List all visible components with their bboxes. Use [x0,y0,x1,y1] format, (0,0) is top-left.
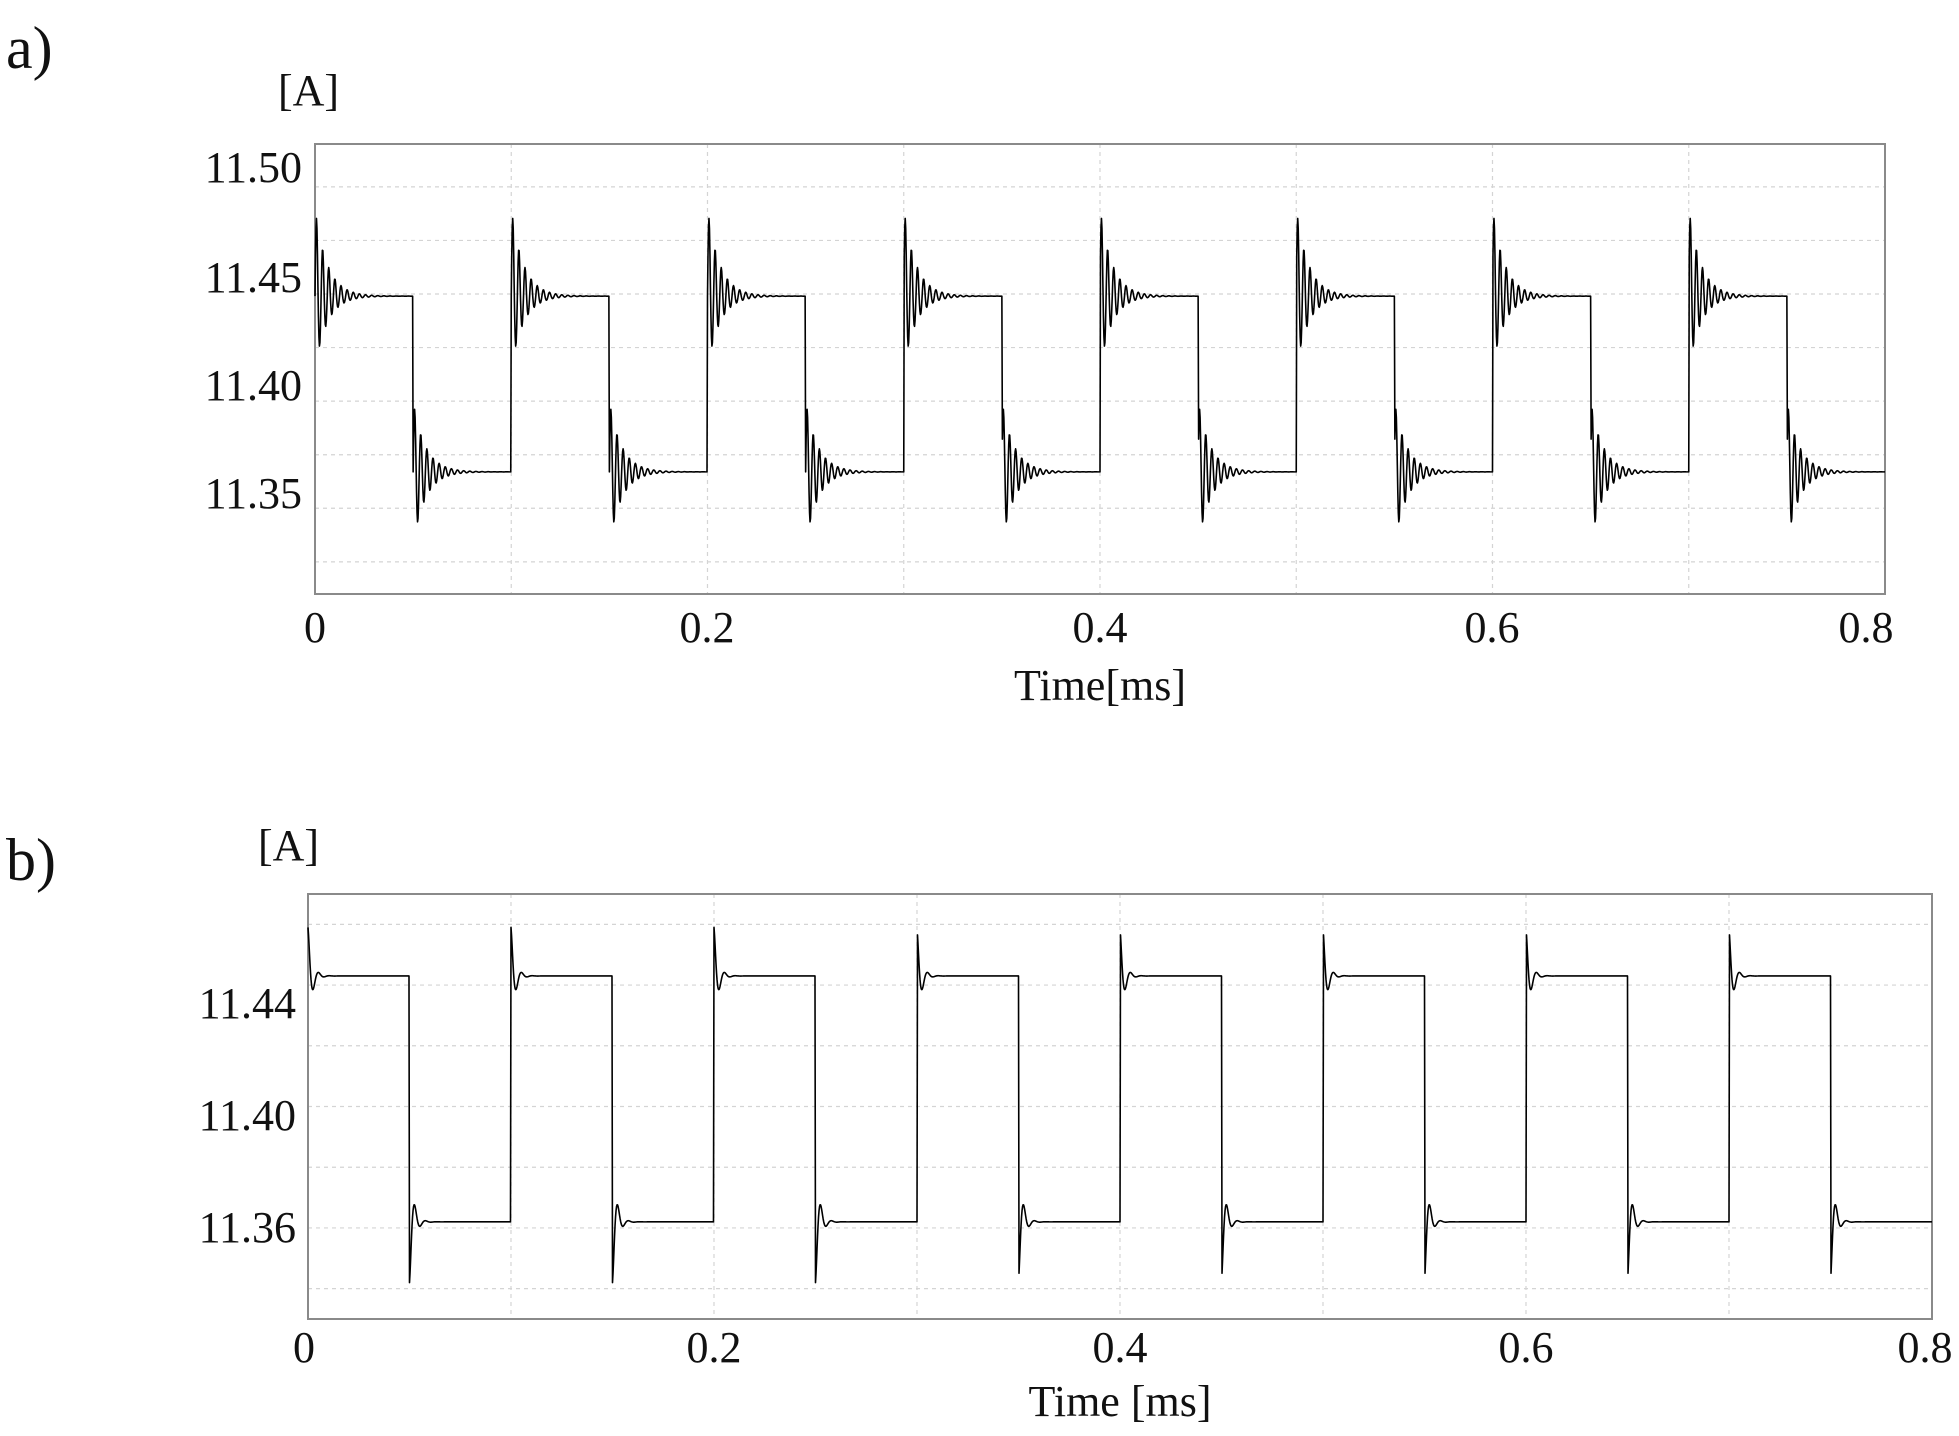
panel-a-xtick-label: 0.8 [1839,603,1894,652]
panel-b-label: b) [6,827,56,893]
panel-a-ytick-label: 11.40 [205,361,302,410]
panel-b-trace [307,926,1933,1284]
panel-b-ytick-label: 11.40 [199,1091,296,1140]
panel-b-xtick-label: 0 [293,1323,315,1372]
panel-a-x-axis-title: Time[ms] [1014,661,1186,710]
panel-a-current-series-line [314,217,1886,523]
panel-a: a) [A] 11.50 11.45 11.40 11.35 0 0.2 0.4… [6,15,1894,710]
panel-a-trace [314,217,1886,523]
panel-b: b) [A] 11.44 11.40 11.36 0 0.2 0.4 0.6 0… [6,821,1953,1426]
panel-a-xtick-label: 0.6 [1465,603,1520,652]
panel-b-unit-label: [A] [258,821,319,870]
panel-b-ytick-label: 11.36 [199,1203,296,1252]
panel-a-xtick-label: 0.2 [680,603,735,652]
panel-a-xtick-label: 0 [304,603,326,652]
panel-a-plot-frame [314,143,1886,595]
panel-b-xtick-label: 0.6 [1499,1323,1554,1372]
panel-b-xtick-label: 0.8 [1898,1323,1953,1372]
panel-b-ytick-label: 11.44 [199,979,296,1028]
panel-a-xtick-label: 0.4 [1073,603,1128,652]
panel-b-xtick-label: 0.4 [1093,1323,1148,1372]
panel-a-ytick-label: 11.35 [205,469,302,518]
panel-a-unit-label: [A] [278,66,339,115]
panel-b-xtick-label: 0.2 [687,1323,742,1372]
panel-a-ytick-label: 11.45 [205,253,302,302]
panel-a-label: a) [6,15,53,81]
panel-b-x-axis-title: Time [ms] [1029,1377,1212,1426]
panel-b-plot-frame [307,893,1933,1320]
panel-b-current-series-line [307,926,1933,1284]
panel-a-ytick-label: 11.50 [205,143,302,192]
